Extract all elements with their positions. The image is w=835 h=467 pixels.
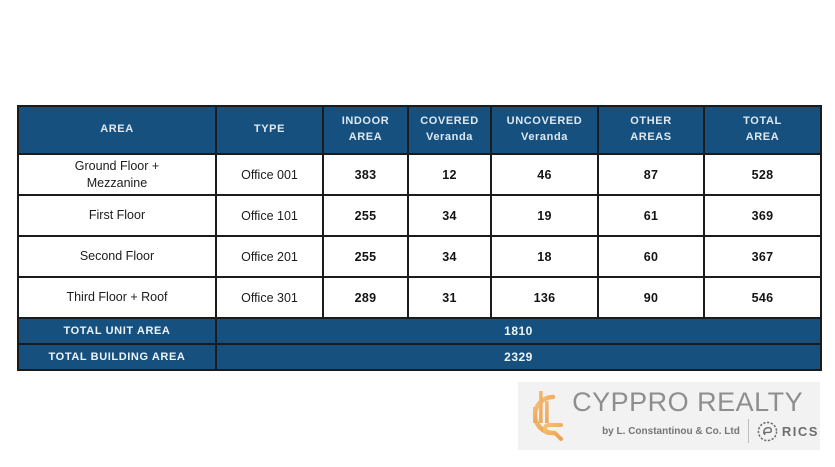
table-row: First Floor Office 101 255 34 19 61 369 [17, 194, 822, 237]
table-row: Third Floor + Roof Office 301 289 31 136… [17, 276, 822, 319]
area-cell: Second Floor [17, 235, 217, 278]
area-cell: Ground Floor + Mezzanine [17, 153, 217, 196]
brand-text-block: CYPPRO REALTY by L. Constantinou & Co. L… [572, 389, 819, 443]
total-area-cell: 528 [703, 153, 822, 196]
indoor-area-cell: 255 [322, 194, 409, 237]
uncovered-veranda-cell: 18 [490, 235, 599, 278]
total-building-area-value: 2329 [215, 343, 822, 371]
col-header-covered-veranda: COVERED Veranda [407, 105, 492, 155]
total-building-area-label: TOTAL BUILDING AREA [17, 343, 217, 371]
rics-badge: RICS [757, 421, 819, 442]
col-header-total-area: TOTAL AREA [703, 105, 822, 155]
area-cell: First Floor [17, 194, 217, 237]
col-header-area: AREA [17, 105, 217, 155]
other-areas-cell: 61 [597, 194, 705, 237]
covered-veranda-cell: 31 [407, 276, 492, 319]
area-cell: Third Floor + Roof [17, 276, 217, 319]
uncovered-veranda-cell: 19 [490, 194, 599, 237]
col-header-type: TYPE [215, 105, 324, 155]
uncovered-veranda-cell: 46 [490, 153, 599, 196]
col-header-indoor-area: INDOOR AREA [322, 105, 409, 155]
total-unit-area-value: 1810 [215, 317, 822, 345]
other-areas-cell: 60 [597, 235, 705, 278]
total-area-cell: 369 [703, 194, 822, 237]
total-building-area-row: TOTAL BUILDING AREA 2329 [17, 343, 822, 371]
total-area-cell: 546 [703, 276, 822, 319]
uncovered-veranda-cell: 136 [490, 276, 599, 319]
brand-byline: by L. Constantinou & Co. Ltd [602, 425, 740, 437]
table-row: Ground Floor + Mezzanine Office 001 383 … [17, 153, 822, 196]
col-header-other-areas: OTHER AREAS [597, 105, 705, 155]
other-areas-cell: 90 [597, 276, 705, 319]
total-area-cell: 367 [703, 235, 822, 278]
table-row: Second Floor Office 201 255 34 18 60 367 [17, 235, 822, 278]
covered-veranda-cell: 12 [407, 153, 492, 196]
type-cell: Office 001 [215, 153, 324, 196]
covered-veranda-cell: 34 [407, 194, 492, 237]
covered-veranda-cell: 34 [407, 235, 492, 278]
col-header-uncovered-veranda: UNCOVERED Veranda [490, 105, 599, 155]
rics-lion-icon [757, 421, 778, 441]
indoor-area-cell: 383 [322, 153, 409, 196]
type-cell: Office 201 [215, 235, 324, 278]
brand-wordmark: CYPPRO REALTY [572, 387, 804, 417]
indoor-area-cell: 289 [322, 276, 409, 319]
indoor-area-cell: 255 [322, 235, 409, 278]
building-areas-table-wrap: AREA TYPE INDOOR AREA COVERED Veranda UN… [17, 105, 822, 371]
type-cell: Office 101 [215, 194, 324, 237]
brand-footer: CYPPRO REALTY by L. Constantinou & Co. L… [518, 382, 820, 450]
brand-subline: by L. Constantinou & Co. Ltd RICS [572, 419, 819, 443]
type-cell: Office 301 [215, 276, 324, 319]
total-unit-area-label: TOTAL UNIT AREA [17, 317, 217, 345]
total-unit-area-row: TOTAL UNIT AREA 1810 [17, 317, 822, 345]
cyppro-cr-monogram-icon [519, 389, 565, 443]
brand-divider [747, 419, 749, 443]
building-areas-table: AREA TYPE INDOOR AREA COVERED Veranda UN… [17, 105, 822, 371]
header-row: AREA TYPE INDOOR AREA COVERED Veranda UN… [17, 105, 822, 155]
other-areas-cell: 87 [597, 153, 705, 196]
rics-label: RICS [781, 423, 819, 439]
